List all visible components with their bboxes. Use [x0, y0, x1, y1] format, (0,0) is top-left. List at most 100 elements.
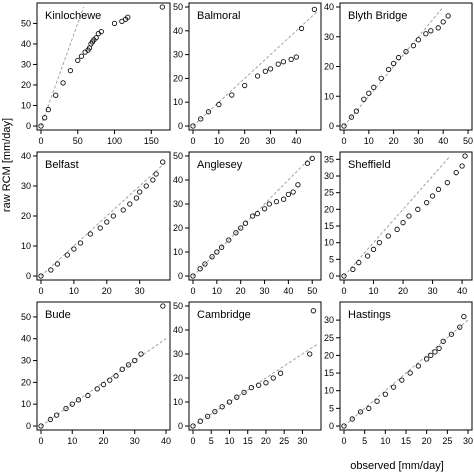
x-tick-label: 0 — [38, 136, 43, 146]
data-point — [390, 384, 397, 390]
data-point — [462, 153, 468, 159]
data-point — [254, 73, 261, 79]
y-tick-label: 40 — [173, 26, 183, 36]
data-point — [356, 260, 362, 266]
data-point — [209, 254, 215, 260]
data-point — [87, 231, 93, 237]
plot-frame — [188, 2, 322, 131]
data-point — [127, 201, 133, 207]
reference-line-1-to-1 — [192, 11, 318, 127]
y-tick-label: 20 — [324, 62, 334, 72]
plot-frame — [339, 151, 473, 281]
data-point — [267, 66, 274, 72]
x-tick-label: 50 — [307, 286, 317, 296]
data-point — [204, 413, 211, 420]
data-point — [226, 399, 233, 405]
data-point — [432, 349, 438, 355]
x-tick-label: 20 — [240, 136, 250, 146]
x-tick-label: 20 — [102, 286, 112, 296]
data-point — [150, 177, 156, 183]
data-point — [353, 108, 360, 114]
data-point — [382, 391, 388, 397]
x-tick-label: 40 — [291, 136, 301, 146]
data-point — [436, 345, 442, 352]
x-tick-label: 20 — [236, 286, 246, 296]
data-point — [364, 253, 371, 259]
data-point — [277, 370, 284, 376]
data-point — [410, 43, 417, 49]
panel-title: Balmoral — [197, 10, 240, 22]
data-point — [85, 392, 91, 399]
y-tick-label: 35 — [324, 154, 334, 164]
data-point — [461, 313, 467, 320]
data-point — [75, 397, 82, 403]
data-point — [280, 59, 287, 65]
data-point — [197, 418, 203, 424]
panel-title: Kinlochewe — [45, 10, 101, 22]
x-tick-label: 10 — [224, 436, 234, 446]
x-tick-label: 15 — [401, 436, 411, 446]
data-point — [48, 267, 54, 273]
data-point — [242, 82, 248, 89]
y-tick-label: 0 — [26, 121, 31, 131]
reference-line-1-to-1 — [343, 319, 469, 427]
y-tick-label: 0 — [26, 271, 31, 281]
x-tick-label: 25 — [442, 436, 452, 446]
data-point — [190, 123, 196, 129]
data-point — [47, 416, 54, 423]
panel: Kinlochewe 0 50 100 150 0 10 20 30 40 50 — [21, 2, 171, 146]
y-tick-label: 30 — [21, 181, 31, 191]
data-point — [229, 92, 235, 98]
data-point — [107, 377, 113, 383]
data-point — [248, 384, 255, 391]
data-point — [198, 116, 204, 122]
y-tick-label: 0 — [329, 271, 334, 281]
y-tick-label: 5 — [329, 254, 334, 264]
data-point — [270, 375, 276, 381]
data-point — [159, 4, 165, 10]
y-tick-label: 40 — [21, 39, 31, 49]
data-point — [98, 28, 104, 35]
data-point — [310, 308, 317, 314]
data-point — [216, 101, 222, 108]
data-point — [349, 416, 355, 422]
data-point — [219, 404, 225, 410]
x-tick-label: 30 — [265, 136, 275, 146]
y-tick-label: 50 — [173, 151, 183, 161]
data-point — [137, 189, 143, 195]
y-tick-label: 40 — [21, 334, 31, 344]
x-tick-label: 10 — [67, 436, 77, 446]
x-tick-label: 10 — [214, 136, 224, 146]
data-point — [238, 225, 244, 231]
x-tick-label: 30 — [135, 286, 145, 296]
y-tick-label: 20 — [173, 223, 183, 233]
data-point — [273, 198, 280, 205]
x-tick-label: 20 — [389, 136, 399, 146]
panel: Hastings 0 5 10 15 20 25 30 0 5 10 15 20 25 30 — [324, 301, 473, 446]
data-point — [371, 84, 377, 90]
data-point — [71, 246, 77, 252]
y-tick-label: 0 — [178, 271, 183, 281]
data-point — [435, 25, 441, 31]
plot-frame — [36, 151, 171, 281]
x-tick-label: 40 — [283, 286, 293, 296]
x-tick-label: 20 — [98, 436, 108, 446]
data-point — [424, 356, 430, 362]
panel: Cambridge 0 5 10 15 20 25 30 0 10 20 30 40 50 — [173, 301, 322, 446]
panel-title: Belfast — [45, 159, 79, 171]
data-point — [202, 261, 208, 267]
x-axis-label: observed [mm/day] — [350, 460, 444, 472]
data-point — [348, 114, 355, 120]
panel: Belfast 0 10 20 30 0 10 20 30 40 — [21, 151, 171, 296]
data-point — [53, 412, 60, 418]
data-point — [64, 252, 70, 258]
data-point — [385, 233, 391, 239]
y-tick-label: 40 — [21, 151, 31, 161]
y-tick-label: 25 — [324, 188, 334, 198]
y-tick-label: 0 — [178, 121, 183, 131]
plot-frame — [188, 151, 322, 281]
data-point — [233, 230, 239, 236]
x-tick-label: 25 — [279, 436, 289, 446]
reference-line-1-to-1 — [343, 6, 444, 127]
